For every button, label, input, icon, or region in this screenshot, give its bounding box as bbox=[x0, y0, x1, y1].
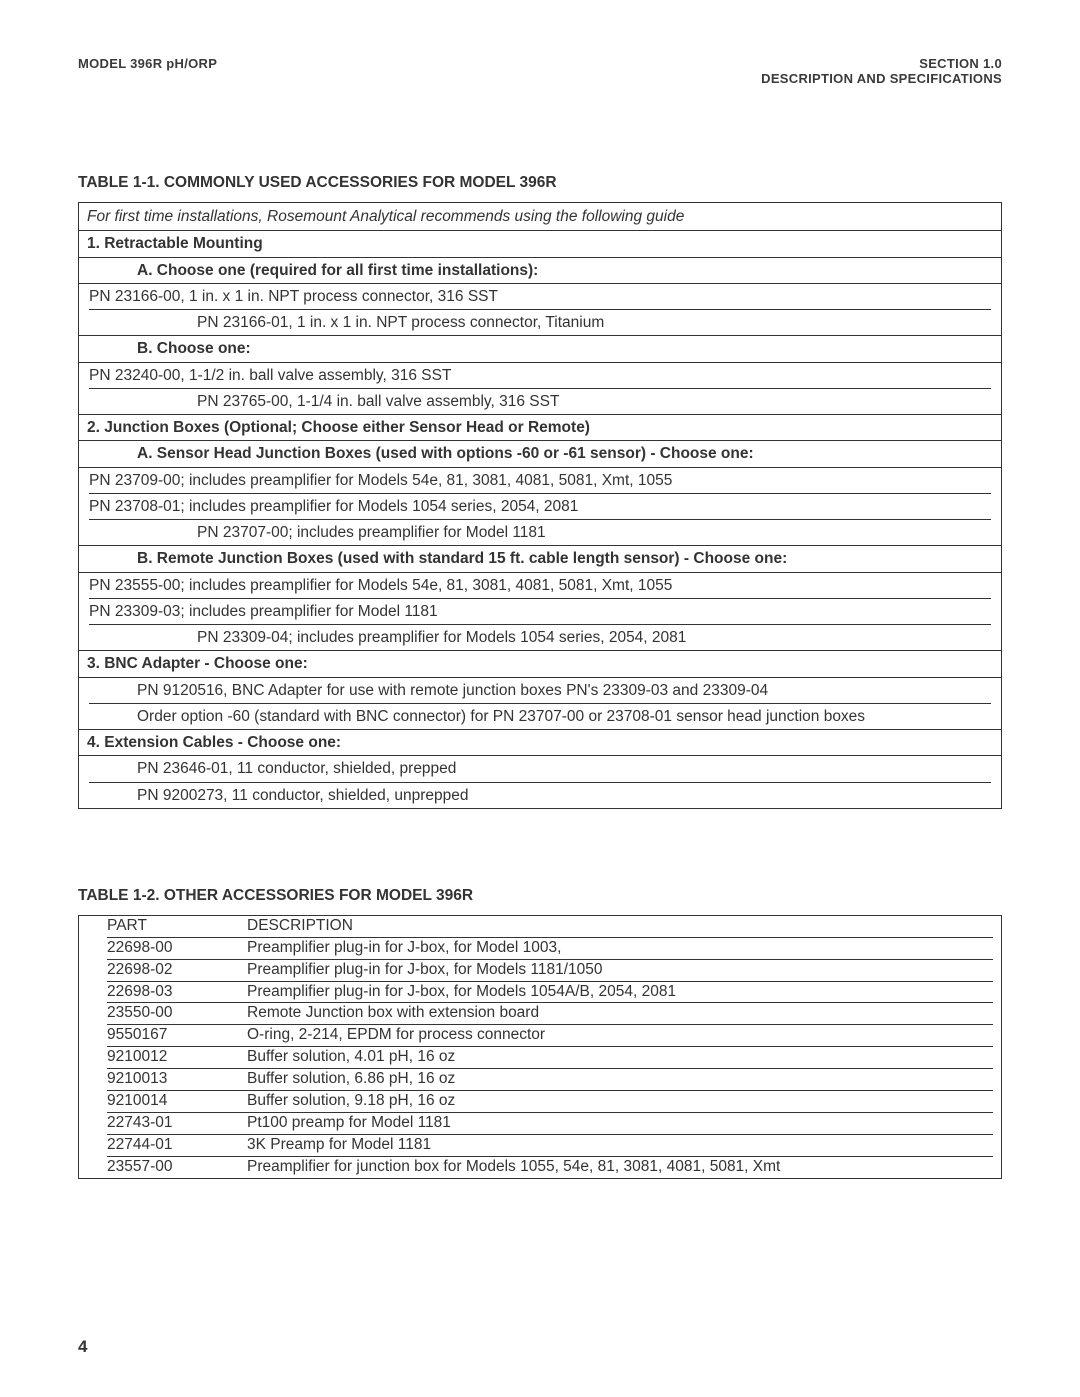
table-row: 9210013Buffer solution, 6.86 pH, 16 oz bbox=[107, 1069, 993, 1091]
desc-cell: Preamplifier plug-in for J-box, for Mode… bbox=[247, 982, 993, 1003]
t1-s3-r1: PN 9120516, BNC Adapter for use with rem… bbox=[89, 678, 991, 704]
part-cell: 22698-03 bbox=[107, 982, 247, 1003]
t1-s2-b1: PN 23555-00; includes preamplifier for M… bbox=[89, 573, 991, 599]
desc-cell: Remote Junction box with extension board bbox=[247, 1003, 993, 1024]
part-cell: 23550-00 bbox=[107, 1003, 247, 1024]
table-row: 23550-00Remote Junction box with extensi… bbox=[107, 1003, 993, 1025]
part-cell: 9210013 bbox=[107, 1069, 247, 1090]
table2-title: TABLE 1-2. OTHER ACCESSORIES FOR MODEL 3… bbox=[78, 887, 1002, 905]
desc-cell: Preamplifier plug-in for J-box, for Mode… bbox=[247, 960, 993, 981]
table-row: 9210012Buffer solution, 4.01 pH, 16 oz bbox=[107, 1047, 993, 1069]
desc-cell: Pt100 preamp for Model 1181 bbox=[247, 1113, 993, 1134]
header-right: SECTION 1.0 DESCRIPTION AND SPECIFICATIO… bbox=[761, 56, 1002, 86]
part-cell: 23557-00 bbox=[107, 1157, 247, 1178]
table-row: 9210014Buffer solution, 9.18 pH, 16 oz bbox=[107, 1091, 993, 1113]
desc-cell: Buffer solution, 6.86 pH, 16 oz bbox=[247, 1069, 993, 1090]
t1-s2-heading: 2. Junction Boxes (Optional; Choose eith… bbox=[79, 415, 1001, 441]
header-subtitle: DESCRIPTION AND SPECIFICATIONS bbox=[761, 71, 1002, 86]
table1-intro: For first time installations, Rosemount … bbox=[79, 203, 1001, 231]
t1-s2-a2: PN 23708-01; includes preamplifier for M… bbox=[89, 494, 991, 520]
t1-s3-r2: Order option -60 (standard with BNC conn… bbox=[79, 704, 1001, 730]
part-cell: 22698-00 bbox=[107, 938, 247, 959]
t1-s2-b-head: B. Remote Junction Boxes (used with stan… bbox=[79, 546, 1001, 572]
table2-head-desc: DESCRIPTION bbox=[247, 916, 993, 937]
header-left: MODEL 396R pH/ORP bbox=[78, 56, 217, 86]
t1-s2-a-head: A. Sensor Head Junction Boxes (used with… bbox=[79, 441, 1001, 467]
part-cell: 9210012 bbox=[107, 1047, 247, 1068]
t1-s2-a3: PN 23707-00; includes preamplifier for M… bbox=[79, 520, 1001, 546]
table-row: 22698-00Preamplifier plug-in for J-box, … bbox=[107, 938, 993, 960]
header-section: SECTION 1.0 bbox=[761, 56, 1002, 71]
t1-s2-b3: PN 23309-04; includes preamplifier for M… bbox=[79, 625, 1001, 651]
t1-s1-a-head: A. Choose one (required for all first ti… bbox=[79, 258, 1001, 284]
t1-s1-a1: PN 23166-00, 1 in. x 1 in. NPT process c… bbox=[89, 284, 991, 310]
t1-s2-a1: PN 23709-00; includes preamplifier for M… bbox=[89, 468, 991, 494]
table-row: 22743-01Pt100 preamp for Model 1181 bbox=[107, 1113, 993, 1135]
t1-s3-heading: 3. BNC Adapter - Choose one: bbox=[79, 651, 1001, 677]
t1-s1-b2: PN 23765-00, 1-1/4 in. ball valve assemb… bbox=[79, 389, 1001, 415]
t1-s4-r2: PN 9200273, 11 conductor, shielded, unpr… bbox=[79, 783, 1001, 808]
part-cell: 22698-02 bbox=[107, 960, 247, 981]
t1-s1-heading: 1. Retractable Mounting bbox=[79, 231, 1001, 257]
table-row: 22698-02Preamplifier plug-in for J-box, … bbox=[107, 960, 993, 982]
part-cell: 22744-01 bbox=[107, 1135, 247, 1156]
table2: PART DESCRIPTION 22698-00Preamplifier pl… bbox=[78, 915, 1002, 1179]
desc-cell: O-ring, 2-214, EPDM for process connecto… bbox=[247, 1025, 993, 1046]
table2-header-row: PART DESCRIPTION bbox=[107, 916, 993, 938]
part-cell: 22743-01 bbox=[107, 1113, 247, 1134]
part-cell: 9550167 bbox=[107, 1025, 247, 1046]
table1-title: TABLE 1-1. COMMONLY USED ACCESSORIES FOR… bbox=[78, 174, 1002, 192]
desc-cell: Buffer solution, 4.01 pH, 16 oz bbox=[247, 1047, 993, 1068]
table1: For first time installations, Rosemount … bbox=[78, 202, 1002, 809]
table2-head-part: PART bbox=[107, 916, 247, 937]
t1-s1-a2: PN 23166-01, 1 in. x 1 in. NPT process c… bbox=[79, 310, 1001, 336]
desc-cell: Preamplifier for junction box for Models… bbox=[247, 1157, 993, 1178]
t1-s2-b2: PN 23309-03; includes preamplifier for M… bbox=[89, 599, 991, 625]
page-number: 4 bbox=[78, 1337, 87, 1357]
table-row: 23557-00Preamplifier for junction box fo… bbox=[107, 1157, 993, 1178]
desc-cell: 3K Preamp for Model 1181 bbox=[247, 1135, 993, 1156]
t1-s1-b-head: B. Choose one: bbox=[79, 336, 1001, 362]
table-row: 9550167O-ring, 2-214, EPDM for process c… bbox=[107, 1025, 993, 1047]
t1-s4-heading: 4. Extension Cables - Choose one: bbox=[79, 730, 1001, 756]
part-cell: 9210014 bbox=[107, 1091, 247, 1112]
t1-s1-b1: PN 23240-00, 1-1/2 in. ball valve assemb… bbox=[89, 363, 991, 389]
desc-cell: Preamplifier plug-in for J-box, for Mode… bbox=[247, 938, 993, 959]
page-header: MODEL 396R pH/ORP SECTION 1.0 DESCRIPTIO… bbox=[78, 56, 1002, 86]
desc-cell: Buffer solution, 9.18 pH, 16 oz bbox=[247, 1091, 993, 1112]
table-row: 22698-03Preamplifier plug-in for J-box, … bbox=[107, 982, 993, 1004]
t1-s4-r1: PN 23646-01, 11 conductor, shielded, pre… bbox=[89, 756, 991, 782]
table-row: 22744-013K Preamp for Model 1181 bbox=[107, 1135, 993, 1157]
